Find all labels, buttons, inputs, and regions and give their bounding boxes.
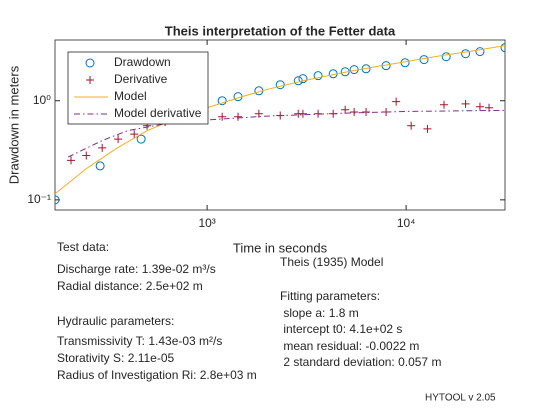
data-point — [392, 97, 401, 106]
data-point — [130, 130, 139, 139]
data-point — [461, 99, 470, 108]
data-point — [350, 107, 359, 116]
data-point — [136, 134, 146, 144]
data-point — [234, 112, 243, 121]
data-point — [500, 43, 505, 53]
data-point — [82, 151, 91, 160]
data-point — [217, 96, 227, 106]
data-point — [298, 74, 308, 84]
annotation: mean residual: -0.0022 m — [280, 339, 419, 353]
data-point — [461, 49, 471, 59]
y-tick-label: 10⁰ — [33, 93, 51, 107]
data-point — [218, 112, 227, 121]
data-point — [407, 121, 416, 130]
data-point — [313, 71, 323, 81]
annotation: Test data: — [57, 240, 109, 254]
data-point — [475, 102, 484, 111]
annotation: Fitting parameters: — [280, 289, 380, 303]
annotation: intercept t0: 4.1e+02 s — [280, 322, 402, 336]
annotation: slope a: 1.8 m — [280, 306, 359, 320]
data-point — [275, 80, 285, 90]
data-line — [55, 45, 505, 195]
legend-label: Model derivative — [114, 106, 202, 120]
annotation: Radius of Investigation Ri: 2.8e+03 m — [57, 368, 257, 382]
annotation: HYTOOL v 2.05 — [425, 393, 496, 404]
data-line — [67, 109, 505, 158]
y-tick-label: 10⁻¹ — [27, 192, 51, 206]
annotation: Radial distance: 2.5e+02 m — [57, 279, 203, 293]
data-point — [341, 105, 350, 114]
data-point — [67, 156, 76, 165]
x-axis-label: Time in seconds — [233, 240, 328, 255]
data-point — [475, 47, 485, 57]
x-tick-label: 10⁴ — [397, 216, 416, 230]
legend-box — [67, 51, 209, 125]
data-point — [95, 161, 105, 171]
y-axis-label: Drawdown in meters — [6, 65, 21, 184]
annotation: Discharge rate: 1.39e-02 m³/s — [57, 262, 216, 276]
data-point — [441, 52, 451, 62]
data-point — [98, 143, 107, 152]
data-point — [298, 109, 307, 118]
annotation: 2 standard deviation: 0.057 m — [280, 355, 441, 369]
annotation: Hydraulic parameters: — [57, 314, 174, 328]
legend-label: Derivative — [114, 72, 168, 86]
annotation: Theis (1935) Model — [280, 255, 383, 269]
data-point — [55, 195, 60, 205]
legend-marker — [86, 76, 94, 84]
annotation: Storativity S: 2.11e-05 — [57, 351, 174, 365]
chart-title: Theis interpretation of the Fetter data — [165, 23, 396, 38]
annotation: Transmissivity T: 1.43e-03 m²/s — [57, 334, 222, 348]
legend-label: Drawdown — [114, 55, 171, 69]
legend-marker — [85, 58, 95, 68]
data-point — [423, 124, 432, 133]
legend-label: Model — [114, 89, 147, 103]
x-tick-label: 10³ — [198, 216, 215, 230]
data-point — [114, 135, 123, 144]
data-point — [439, 100, 448, 109]
data-point — [254, 109, 263, 118]
